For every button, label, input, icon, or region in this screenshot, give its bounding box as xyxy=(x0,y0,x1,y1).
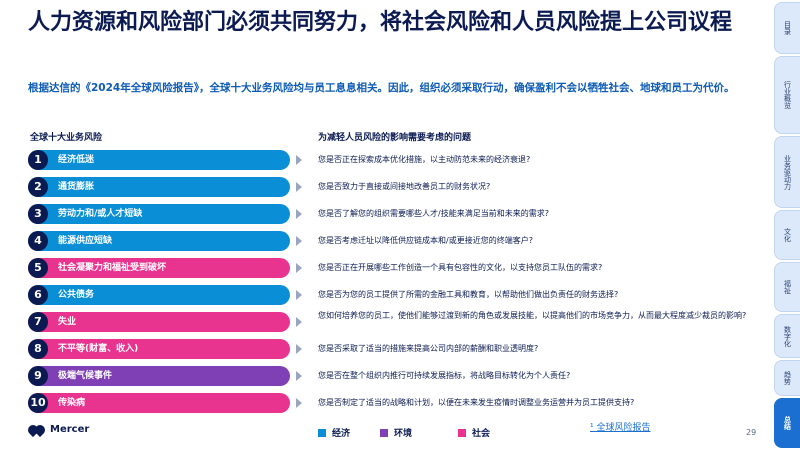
risk-label: 极端气候事件 xyxy=(58,371,113,381)
risk-row: 7 失业 您如何培养您的员工，使他们能够过渡到新的角色或发展技能，以提高他们的市… xyxy=(0,311,800,334)
legend-swatch-environment xyxy=(380,428,388,437)
risk-number: 4 xyxy=(28,231,48,251)
risk-number: 3 xyxy=(28,204,48,224)
risk-number: 2 xyxy=(28,177,48,197)
mercer-logo-text: Mercer xyxy=(50,424,90,435)
mercer-logo: Mercer xyxy=(25,422,90,437)
risk-row: 1 经济低迷 您是否正在探索成本优化措施，以主动防范未来的经济衰退? xyxy=(0,150,800,172)
risk-row: 4 能源供应短缺 您是否考虑迁址以降低供应链成本和/或更接近您的终端客户? xyxy=(0,231,800,253)
page-number: 29 xyxy=(746,428,757,437)
risk-label: 不平等(财富、收入) xyxy=(58,344,139,354)
arrow-right-icon xyxy=(296,344,302,354)
tab-digital[interactable]: 数字化 xyxy=(774,314,800,358)
side-navigation: 目录 行业概览 业务驱动力 文化 福祉 数字化 趋势 总结 xyxy=(774,0,800,450)
tab-label: 福祉 xyxy=(783,280,792,294)
tab-industry-overview[interactable]: 行业概览 xyxy=(774,56,800,134)
risk-pill xyxy=(28,339,290,359)
risk-question: 您是否采取了适当的措施来提高公司内部的薪酬和职业透明度? xyxy=(318,344,539,353)
risk-pill xyxy=(28,393,290,413)
risk-pill xyxy=(28,204,290,224)
risk-pill xyxy=(28,366,290,386)
page-title: 人力资源和风险部门必须共同努力，将社会风险和人员风险提上公司议程 xyxy=(28,10,733,35)
tab-label: 文化 xyxy=(783,228,792,242)
risk-number: 1 xyxy=(28,150,48,170)
legend-environment: 环境 xyxy=(380,426,412,439)
risks-column-header: 全球十大业务风险 xyxy=(30,133,103,143)
risk-label: 社会凝聚力和福祉受到破坏 xyxy=(58,263,167,273)
risk-row: 8 不平等(财富、收入) 您是否采取了适当的措施来提高公司内部的薪酬和职业透明度… xyxy=(0,339,800,361)
risk-question: 您是否在整个组织内推行可持续发展指标，将战略目标转化为个人责任? xyxy=(318,371,571,380)
arrow-right-icon xyxy=(296,182,302,192)
risk-pill xyxy=(28,231,290,251)
risk-question: 您是否考虑迁址以降低供应链成本和/或更接近您的终端客户? xyxy=(318,236,533,245)
tab-label: 行业概览 xyxy=(783,81,792,109)
questions-column-header: 为减轻人员风险的影响需要考虑的问题 xyxy=(318,133,472,143)
risk-label: 通货膨胀 xyxy=(58,182,95,192)
arrow-right-icon xyxy=(296,263,302,273)
risk-number: 8 xyxy=(28,339,48,359)
risk-label: 传染病 xyxy=(58,398,86,408)
risk-number: 5 xyxy=(28,258,48,278)
arrow-right-icon xyxy=(296,290,302,300)
risk-pill xyxy=(28,258,290,278)
arrow-right-icon xyxy=(296,155,302,165)
tab-business-drivers[interactable]: 业务驱动力 xyxy=(774,136,800,208)
risk-number: 7 xyxy=(28,312,48,332)
arrow-right-icon xyxy=(296,317,302,327)
arrow-right-icon xyxy=(296,209,302,219)
tab-contents[interactable]: 目录 xyxy=(774,2,800,54)
risk-row: 10 传染病 您是否制定了适当的战略和计划，以便在未来发生疫情时调整业务运营并为… xyxy=(0,393,800,415)
risk-question: 您是否制定了适当的战略和计划，以便在未来发生疫情时调整业务运营并为员工提供支持? xyxy=(318,398,635,407)
risk-question: 您是否致力于直接或间接地改善员工的财务状况? xyxy=(318,182,491,191)
legend-label-environment: 环境 xyxy=(394,429,413,439)
legend-swatch-economy xyxy=(318,428,326,437)
tab-label: 总结 xyxy=(783,416,792,430)
arrow-right-icon xyxy=(296,371,302,381)
legend-economy: 经济 xyxy=(318,426,350,439)
risk-row: 6 公共债务 您是否为您的员工提供了所需的金融工具和教育，以帮助他们做出负责任的… xyxy=(0,285,800,307)
risk-number: 9 xyxy=(28,366,48,386)
risk-number: 6 xyxy=(28,285,48,305)
legend-label-society: 社会 xyxy=(472,429,491,439)
risk-label: 失业 xyxy=(58,317,77,327)
risk-row: 2 通货膨胀 您是否致力于直接或间接地改善员工的财务状况? xyxy=(0,177,800,199)
tab-wellbeing[interactable]: 福祉 xyxy=(774,262,800,312)
page-subtitle: 根据达信的《2024年全球风险报告》，全球十大业务风险均与员工息息相关。因此，组… xyxy=(28,82,735,94)
risk-pill xyxy=(28,312,290,332)
risk-row: 5 社会凝聚力和福祉受到破坏 您是否正在开展哪些工作创造一个具有包容性的文化，以… xyxy=(0,258,800,280)
risk-question: 您是否了解您的组织需要哪些人才/技能来满足当前和未来的需求? xyxy=(318,209,549,218)
risk-label: 能源供应短缺 xyxy=(58,236,113,246)
tab-label: 数字化 xyxy=(783,325,792,347)
tab-trends[interactable]: 趋势 xyxy=(774,360,800,396)
legend-label-economy: 经济 xyxy=(332,429,351,439)
arrow-right-icon xyxy=(296,236,302,246)
risk-label: 公共债务 xyxy=(58,290,95,300)
risk-question: 您是否正在开展哪些工作创造一个具有包容性的文化，以支持您员工队伍的需求? xyxy=(318,263,603,272)
risk-label: 劳动力和/或人才短缺 xyxy=(58,209,143,219)
risk-question: 您是否为您的员工提供了所需的金融工具和教育，以帮助他们做出负责任的财务选择? xyxy=(318,290,619,299)
legend-society: 社会 xyxy=(458,426,490,439)
tab-label: 业务驱动力 xyxy=(783,154,792,190)
risk-question: 您是否正在探索成本优化措施，以主动防范未来的经济衰退? xyxy=(318,155,531,164)
risk-number: 10 xyxy=(28,393,48,413)
tab-label: 目录 xyxy=(783,21,792,35)
arrow-right-icon xyxy=(296,398,302,408)
risk-pill xyxy=(28,177,290,197)
risk-question: 您如何培养您的员工，使他们能够过渡到新的角色或发展技能，以提高他们的市场竞争力，… xyxy=(318,311,747,320)
risk-pill xyxy=(28,285,290,305)
tab-label: 趋势 xyxy=(783,371,792,385)
legend-swatch-society xyxy=(458,428,466,437)
tab-summary[interactable]: 总结 xyxy=(774,398,800,448)
risk-label: 经济低迷 xyxy=(58,155,95,165)
risk-row: 3 劳动力和/或人才短缺 您是否了解您的组织需要哪些人才/技能来满足当前和未来的… xyxy=(0,204,800,226)
footnote-link[interactable]: ¹ 全球风险报告 xyxy=(590,423,651,433)
tab-culture[interactable]: 文化 xyxy=(774,210,800,260)
risk-row: 9 极端气候事件 您是否在整个组织内推行可持续发展指标，将战略目标转化为个人责任… xyxy=(0,366,800,388)
mercer-logo-icon xyxy=(25,422,48,437)
risk-pill xyxy=(28,150,290,170)
